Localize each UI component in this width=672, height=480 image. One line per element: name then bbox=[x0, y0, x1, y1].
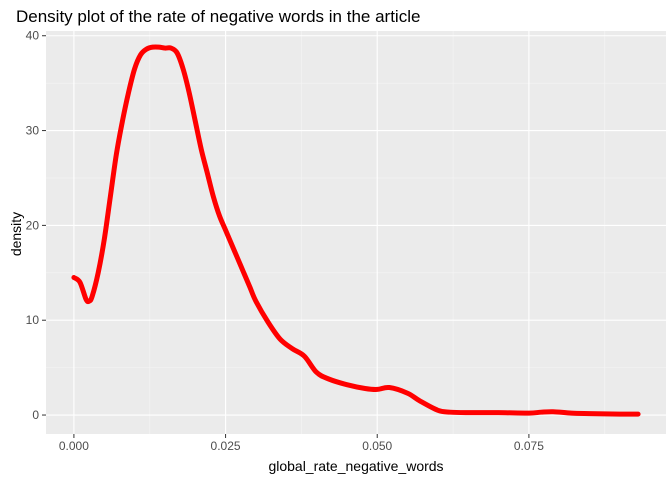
plot-panel bbox=[46, 31, 666, 434]
y-tick-label: 30 bbox=[26, 124, 40, 138]
y-tick-label: 10 bbox=[26, 313, 40, 327]
density-line bbox=[71, 44, 641, 417]
x-tick-label: 0.050 bbox=[362, 439, 392, 453]
x-axis-title: global_rate_negative_words bbox=[268, 458, 443, 474]
y-axis: 0 10 20 30 40 bbox=[26, 29, 46, 422]
x-axis: 0.000 0.025 0.050 0.075 bbox=[59, 434, 544, 453]
y-tick-label: 20 bbox=[26, 218, 40, 232]
y-tick-label: 40 bbox=[26, 29, 40, 43]
x-tick-label: 0.000 bbox=[59, 439, 89, 453]
y-axis-title: density bbox=[8, 212, 24, 256]
major-gridlines bbox=[46, 31, 666, 434]
density-series bbox=[71, 44, 641, 417]
y-tick-label: 0 bbox=[32, 408, 39, 422]
x-tick-label: 0.025 bbox=[211, 439, 241, 453]
x-tick-label: 0.075 bbox=[514, 439, 544, 453]
chart-title: Density plot of the rate of negative wor… bbox=[16, 7, 420, 26]
minor-gridlines bbox=[46, 31, 666, 434]
